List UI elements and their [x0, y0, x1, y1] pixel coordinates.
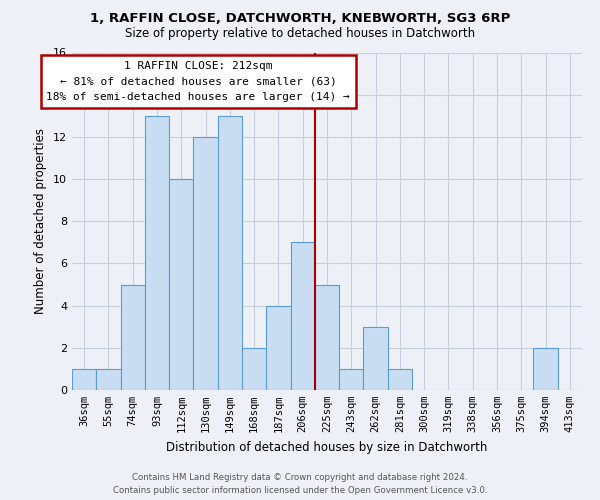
Bar [96, 369, 121, 390]
Bar [193, 137, 218, 390]
Text: 1 RAFFIN CLOSE: 212sqm
← 81% of detached houses are smaller (63)
18% of semi-det: 1 RAFFIN CLOSE: 212sqm ← 81% of detached… [46, 61, 350, 102]
Bar [121, 284, 145, 390]
Bar [242, 348, 266, 390]
Bar [533, 348, 558, 390]
Bar [169, 179, 193, 390]
Text: Size of property relative to detached houses in Datchworth: Size of property relative to detached ho… [125, 28, 475, 40]
Bar [364, 326, 388, 390]
Bar [290, 242, 315, 390]
Text: Contains HM Land Registry data © Crown copyright and database right 2024.
Contai: Contains HM Land Registry data © Crown c… [113, 474, 487, 495]
Y-axis label: Number of detached properties: Number of detached properties [34, 128, 47, 314]
Text: 1, RAFFIN CLOSE, DATCHWORTH, KNEBWORTH, SG3 6RP: 1, RAFFIN CLOSE, DATCHWORTH, KNEBWORTH, … [90, 12, 510, 26]
Bar [145, 116, 169, 390]
Bar [388, 369, 412, 390]
X-axis label: Distribution of detached houses by size in Datchworth: Distribution of detached houses by size … [166, 440, 488, 454]
Bar [218, 116, 242, 390]
Bar [266, 306, 290, 390]
Bar [315, 284, 339, 390]
Bar [339, 369, 364, 390]
Bar [72, 369, 96, 390]
